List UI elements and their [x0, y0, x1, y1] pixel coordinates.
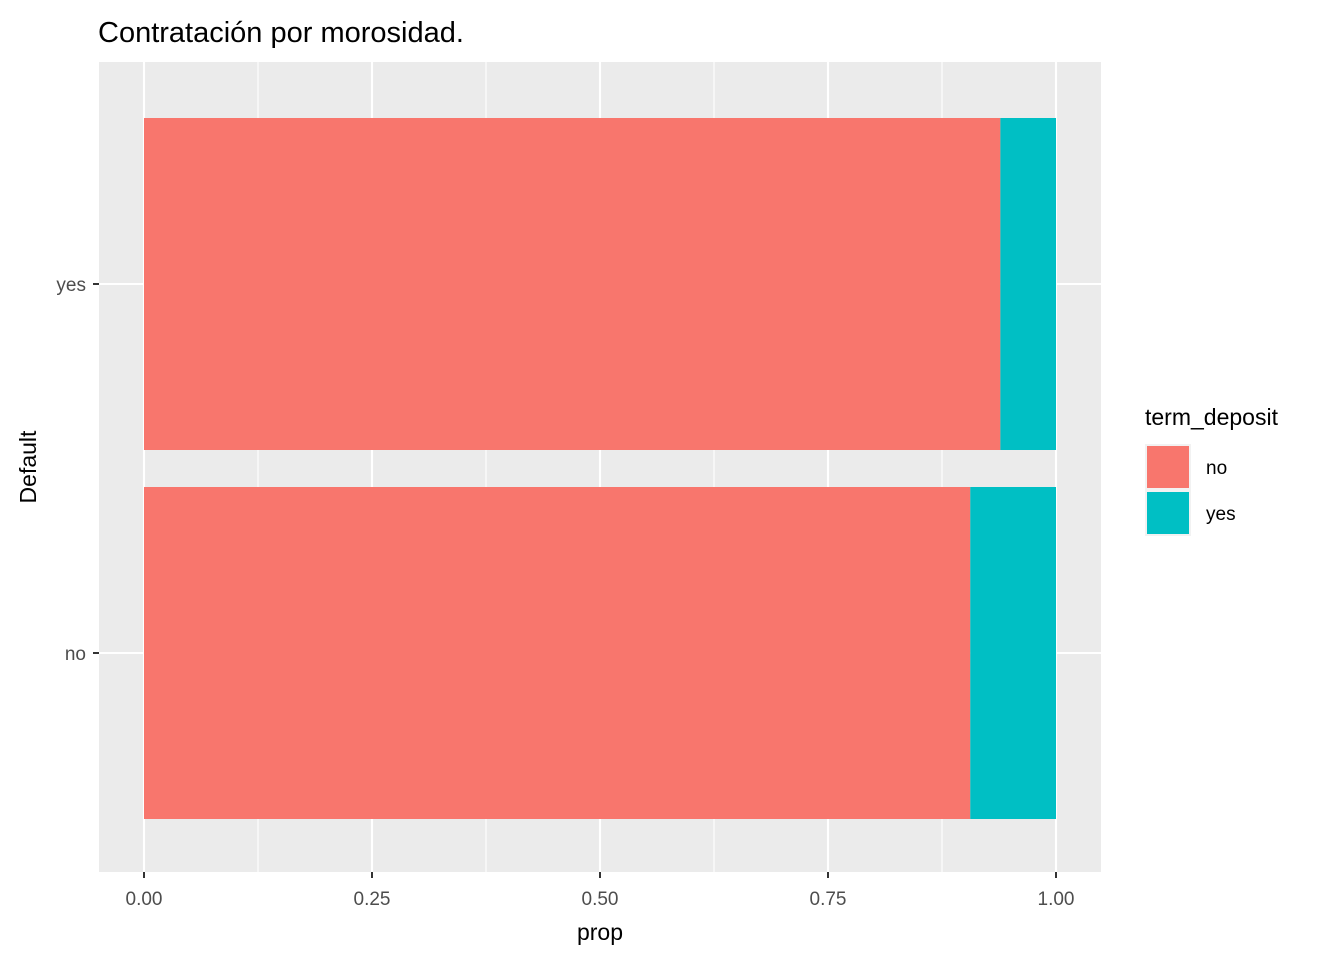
x-axis: 0.00 0.25 0.50 0.75 1.00	[126, 872, 1075, 910]
legend-label-no: no	[1206, 458, 1227, 479]
y-axis: no yes	[56, 275, 99, 665]
x-tick-label: 0.75	[810, 889, 847, 910]
legend-title: term_deposit	[1145, 404, 1279, 430]
x-tick-label: 0.50	[582, 889, 619, 910]
y-axis-title: Default	[15, 430, 41, 503]
legend-label-yes: yes	[1206, 504, 1236, 525]
legend-swatch-yes	[1147, 492, 1189, 534]
chart-title: Contratación por morosidad.	[98, 17, 464, 49]
y-tick-label: yes	[56, 275, 86, 296]
legend-swatch-no	[1147, 446, 1189, 488]
bar-no-no	[144, 487, 971, 819]
bars	[144, 118, 1056, 819]
bar-yes-no	[144, 118, 1001, 450]
legend: term_deposit no yes	[1145, 404, 1279, 536]
x-tick-label: 0.25	[354, 889, 391, 910]
x-axis-title: prop	[577, 919, 623, 945]
x-tick-label: 1.00	[1038, 889, 1075, 910]
x-tick-label: 0.00	[126, 889, 163, 910]
y-tick-label: no	[65, 644, 86, 665]
bar-no-yes	[970, 487, 1056, 819]
bar-yes-yes	[1000, 118, 1056, 450]
